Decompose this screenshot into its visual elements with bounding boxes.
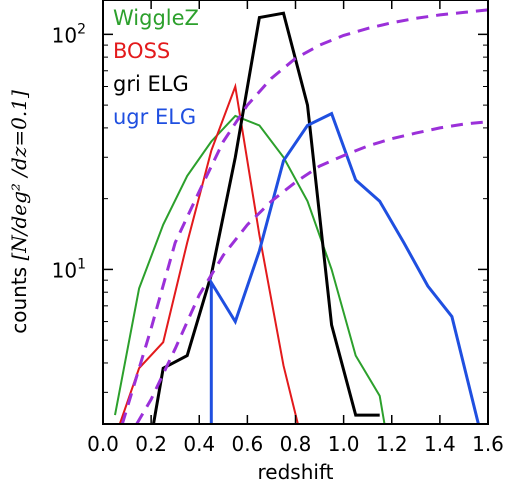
legend-entry-gri-elg: gri ELG [113, 72, 189, 96]
legend-entry-wigglez: WiggleZ [113, 6, 199, 30]
tick-labels-layer: 0.0 0.2 0.4 0.6 0.8 1.0 1.2 1.4 1.6 101 102 [52, 21, 504, 456]
y-tick-label: 101 [52, 256, 86, 282]
x-tick-label: 0.2 [135, 432, 167, 456]
x-tick-label: 1.6 [472, 432, 504, 456]
x-tick-label: 0.6 [231, 432, 263, 456]
series-layer [114, 8, 488, 424]
series-line-ugr-elg [209, 111, 480, 424]
series-line-boss [118, 82, 299, 424]
ticks-layer [102, 0, 489, 424]
series-line-gri-elg [152, 11, 380, 424]
legend-entry-ugr-elg: ugr ELG [113, 105, 196, 129]
y-axis-label-math: [N/deg² /dz=0.1] [7, 90, 31, 261]
legend: WiggleZ BOSS gri ELG ugr ELG [113, 6, 199, 129]
legend-entry-boss: BOSS [113, 39, 170, 63]
x-tick-label: 0.8 [280, 432, 312, 456]
x-tick-label: 0.0 [87, 432, 119, 456]
series-line-dashed-4 [120, 8, 488, 424]
x-tick-label: 1.4 [424, 432, 456, 456]
y-axis-label: counts [N/deg² /dz=0.1] [7, 90, 31, 334]
y-tick-label: 102 [52, 21, 86, 47]
x-axis-label: redshift [258, 460, 334, 483]
y-axis-label-text: counts [7, 261, 31, 334]
series-line-dashed-5 [135, 120, 488, 424]
x-tick-label: 0.4 [183, 432, 215, 456]
x-tick-label: 1.2 [376, 432, 408, 456]
series-line-wigglez [114, 114, 386, 424]
x-tick-label: 1.0 [328, 432, 360, 456]
